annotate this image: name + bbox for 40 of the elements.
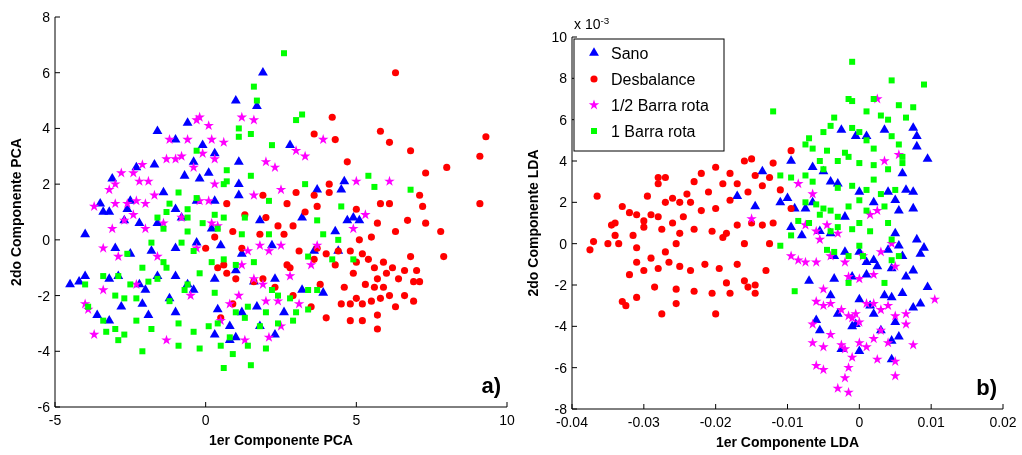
x-tick-label: 0 bbox=[201, 412, 210, 428]
x-tick-label: 0 bbox=[855, 414, 864, 430]
y-tick-label: -6 bbox=[554, 359, 568, 376]
legend-label: Sano bbox=[611, 45, 649, 62]
y-tick-label: -2 bbox=[554, 277, 568, 293]
y-tick-label: -4 bbox=[554, 318, 568, 335]
y-tick-label: 8 bbox=[42, 9, 51, 25]
legend-label: 1 Barra rota bbox=[611, 123, 696, 140]
legend-label: 1/2 Barra rota bbox=[611, 97, 709, 114]
y-axis-title: 2do Componente LDA bbox=[525, 149, 541, 297]
y-tick-label: 4 bbox=[42, 120, 51, 137]
x-axis-title: 1er Componente PCA bbox=[209, 432, 353, 448]
y-tick-label: 2 bbox=[42, 176, 51, 193]
x-tick-label: 5 bbox=[352, 412, 361, 428]
annotation: a) bbox=[481, 373, 501, 398]
x-tick-label: 10 bbox=[499, 412, 515, 428]
y-tick-label: 10 bbox=[551, 29, 568, 45]
y-tick-label: -4 bbox=[37, 343, 51, 360]
legend-label: Desbalance bbox=[611, 71, 696, 88]
y-axis-title: 2do Componente PCA bbox=[8, 138, 24, 286]
x-tick-label: 0.01 bbox=[917, 414, 945, 430]
y-tick-label: 0 bbox=[559, 235, 568, 252]
x-axis-title: 1er Componente LDA bbox=[715, 434, 860, 450]
y-tick-label: 6 bbox=[42, 64, 51, 81]
y-tick-label: -2 bbox=[37, 287, 51, 304]
y-tick-label: 4 bbox=[559, 153, 568, 169]
x-tick-label: -5 bbox=[48, 412, 62, 428]
y-tick-label: -6 bbox=[37, 399, 51, 415]
y-tick-label: 0 bbox=[42, 231, 51, 248]
y-tick-label: 6 bbox=[559, 111, 568, 128]
y-tick-label: 8 bbox=[559, 70, 568, 87]
x-tick-label: 0.02 bbox=[989, 414, 1017, 430]
y-tick-label: 2 bbox=[559, 194, 568, 211]
x-tick-label: -0.02 bbox=[699, 414, 732, 430]
x-tick-label: -0.01 bbox=[771, 414, 804, 430]
text: x 10$^{-3}$ bbox=[574, 14, 610, 32]
x-tick-label: -0.03 bbox=[627, 414, 660, 430]
annotation: b) bbox=[976, 375, 997, 400]
y-tick-label: -8 bbox=[554, 401, 568, 417]
x-tick-label: -0.04 bbox=[556, 414, 589, 430]
